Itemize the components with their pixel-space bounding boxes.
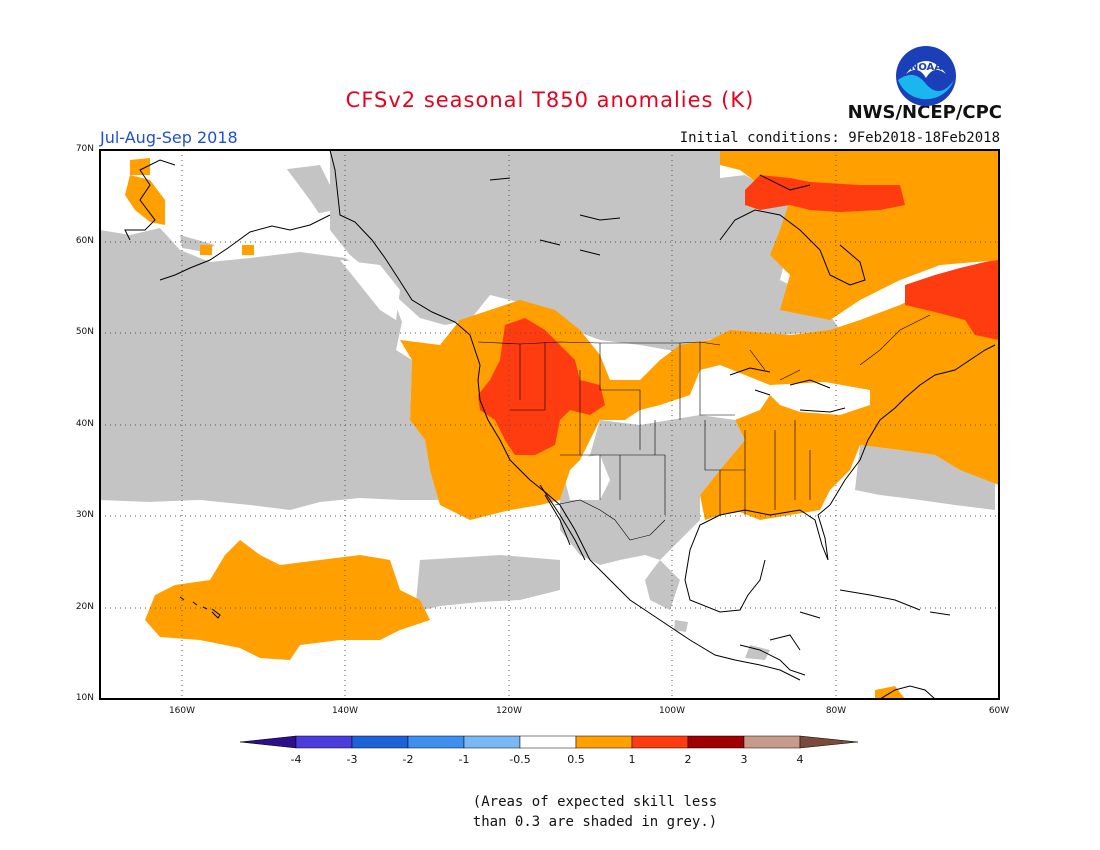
lon-label: 60W [988,706,1010,716]
colorbar-label: 0.5 [567,753,585,766]
colorbar [239,735,859,749]
colorbar-label: -1 [458,753,470,766]
colorbar-low-arrow [239,735,297,749]
initial-conditions: Initial conditions: 9Feb2018-18Feb2018 [679,130,1000,146]
colorbar-label: 2 [684,753,692,766]
anomaly-0.5-1 [125,150,999,699]
lon-label: 160W [168,706,196,716]
colorbar-label: 1 [628,753,636,766]
lat-label: 70N [75,144,94,154]
svg-text:NOAA: NOAA [910,62,942,73]
skill-note: (Areas of expected skill less than 0.3 a… [0,792,1100,832]
lat-label: 20N [75,602,94,612]
lat-label: 60N [75,236,94,246]
lat-label: 40N [75,419,94,429]
skill-note-line: than 0.3 are shaded in grey.) [472,814,718,830]
noaa-logo-icon: NOAA [896,46,956,106]
coastlines [124,150,996,699]
colorbar-high-arrow [799,735,859,749]
season-label: Jul-Aug-Sep 2018 [100,128,238,147]
colorbar-label: -2 [402,753,414,766]
lon-label: 140W [331,706,359,716]
map-frame [99,149,1000,700]
colorbar-label: 3 [740,753,748,766]
lon-label: 100W [658,706,686,716]
lat-label: 30N [75,510,94,520]
political-boundaries [477,314,931,541]
colorbar-label: 4 [796,753,804,766]
lat-label: 10N [75,693,94,703]
lon-label: 80W [825,706,847,716]
skill-note-line: (Areas of expected skill less [472,794,718,810]
chart-title: CFSv2 seasonal T850 anomalies (K) [345,88,755,112]
lon-label: 120W [495,706,523,716]
anomaly-1-2 [478,175,999,455]
lat-label: 50N [75,327,94,337]
colorbar-label: -0.5 [509,753,531,766]
colorbar-label: -4 [290,753,302,766]
agency-label: NWS/NCEP/CPC [847,102,1002,123]
colorbar-label: -3 [346,753,358,766]
